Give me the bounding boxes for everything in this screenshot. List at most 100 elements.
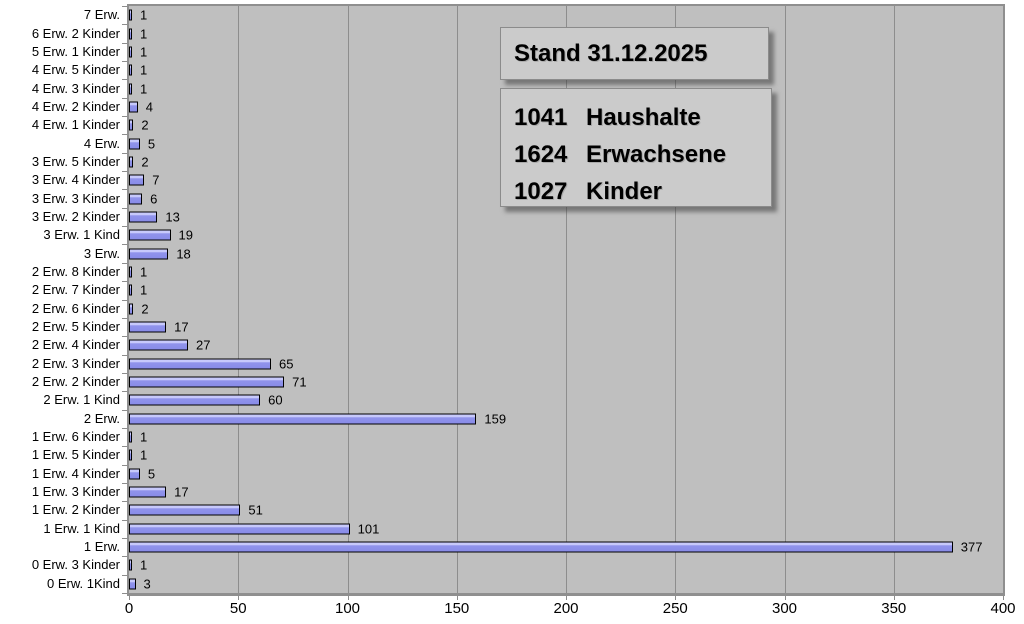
category-label: 2 Erw. 4 Kinder — [31, 337, 120, 353]
category-label: 4 Erw. — [83, 135, 120, 151]
y-axis-tick — [122, 24, 127, 26]
category-label: 3 Erw. 5 Kinder — [31, 153, 120, 169]
category-label: 6 Erw. 2 Kinder — [31, 25, 120, 41]
x-axis-tick — [347, 596, 349, 600]
bar-row: 5 — [129, 465, 1003, 483]
bar — [129, 284, 132, 296]
bar-value-label: 1 — [140, 264, 148, 280]
category-label: 1 Erw. 6 Kinder — [31, 429, 120, 445]
gridline — [566, 6, 567, 593]
category-label: 3 Erw. — [83, 245, 120, 261]
bar — [129, 504, 241, 516]
y-axis-tick — [122, 189, 127, 191]
bar-row: 1 — [129, 24, 1003, 42]
category-label: 4 Erw. 1 Kinder — [31, 117, 120, 133]
category-label: 2 Erw. 5 Kinder — [31, 319, 120, 335]
x-axis-tick — [675, 596, 677, 600]
category-label: 2 Erw. 8 Kinder — [31, 263, 120, 279]
x-axis-tick-label: 350 — [881, 600, 907, 617]
bar-row: 18 — [129, 244, 1003, 262]
bar-row: 1 — [129, 43, 1003, 61]
bar-row: 51 — [129, 501, 1003, 519]
bar — [129, 468, 140, 480]
category-label: 1 Erw. 2 Kinder — [31, 502, 120, 518]
stand-text: Stand 31.12.2025 — [514, 39, 708, 67]
bar — [129, 156, 134, 168]
x-axis-tick-label: 300 — [771, 600, 798, 617]
y-axis-tick — [122, 556, 127, 558]
bar-row: 17 — [129, 483, 1003, 501]
bar — [129, 138, 140, 150]
bar — [129, 358, 272, 370]
y-axis-tick — [122, 134, 127, 136]
bar-row: 4 — [129, 98, 1003, 116]
category-label: 2 Erw. 3 Kinder — [31, 355, 120, 371]
category-label: 2 Erw. 2 Kinder — [31, 374, 120, 390]
y-axis-tick — [122, 262, 127, 264]
y-axis-tick — [122, 226, 127, 228]
bar-value-label: 1 — [140, 26, 148, 42]
bar — [129, 46, 132, 58]
bar-row: 27 — [129, 336, 1003, 354]
y-axis-tick — [122, 97, 127, 99]
bar — [129, 486, 167, 498]
bar-row: 71 — [129, 373, 1003, 391]
bar — [129, 376, 285, 388]
erwachsene-value: 1624 — [514, 141, 568, 168]
summary-row-kinder: 1027 Kinder — [514, 173, 771, 210]
bar-row: 3 — [129, 575, 1003, 593]
bar-value-label: 1 — [140, 81, 148, 97]
category-label: 3 Erw. 2 Kinder — [31, 208, 120, 224]
bar — [129, 303, 134, 315]
bar — [129, 449, 132, 461]
bar-value-label: 1 — [140, 44, 148, 60]
y-axis-tick — [122, 372, 127, 374]
x-axis-tick-label: 150 — [444, 600, 470, 617]
erwachsene-label: Erwachsene — [586, 141, 727, 168]
bar — [129, 266, 132, 278]
bar-row: 5 — [129, 134, 1003, 152]
y-axis-tick — [122, 207, 127, 209]
bar-row: 1 — [129, 446, 1003, 464]
y-axis-tick — [122, 446, 127, 448]
category-label: 1 Erw. 1 Kind — [43, 520, 120, 536]
category-label: 2 Erw. 7 Kinder — [31, 282, 120, 298]
bar-value-label: 6 — [150, 191, 158, 207]
category-label: 4 Erw. 2 Kinder — [31, 98, 120, 114]
category-label: 0 Erw. 1Kind — [47, 575, 120, 591]
bar-row: 1 — [129, 263, 1003, 281]
bar — [129, 28, 132, 40]
summary-row-erwachsene: 1624 Erwachsene — [514, 136, 771, 173]
x-axis-tick-label: 100 — [334, 600, 361, 617]
bar-value-label: 60 — [268, 392, 283, 408]
bar-row: 2 — [129, 300, 1003, 318]
y-axis-tick — [122, 354, 127, 356]
bar-row: 7 — [129, 171, 1003, 189]
category-label: 3 Erw. 3 Kinder — [31, 190, 120, 206]
bar-row: 1 — [129, 79, 1003, 97]
x-axis-tick-label: 400 — [990, 600, 1016, 617]
gridline — [456, 6, 458, 593]
bar-value-label: 18 — [176, 246, 191, 262]
haushalte-label: Haushalte — [586, 104, 701, 131]
bar-row: 377 — [129, 538, 1003, 556]
bar-row: 2 — [129, 153, 1003, 171]
x-axis-tick — [566, 596, 567, 600]
gridline — [238, 6, 240, 593]
gridline — [675, 6, 677, 593]
bar — [129, 394, 261, 406]
bar-value-label: 1 — [140, 282, 148, 298]
bar — [129, 64, 132, 76]
bar-value-label: 7 — [152, 172, 160, 188]
haushalte-value: 1041 — [514, 104, 568, 131]
bar-row: 13 — [129, 208, 1003, 226]
x-axis-tick-label: 200 — [553, 600, 579, 617]
category-label: 5 Erw. 1 Kinder — [31, 43, 120, 59]
bar-value-label: 71 — [292, 374, 307, 390]
category-label: 7 Erw. — [83, 7, 120, 23]
bar-row: 6 — [129, 189, 1003, 207]
category-label: 1 Erw. 3 Kinder — [31, 484, 120, 500]
bar — [129, 83, 132, 95]
bar-row: 1 — [129, 61, 1003, 79]
bar-value-label: 13 — [165, 209, 180, 225]
